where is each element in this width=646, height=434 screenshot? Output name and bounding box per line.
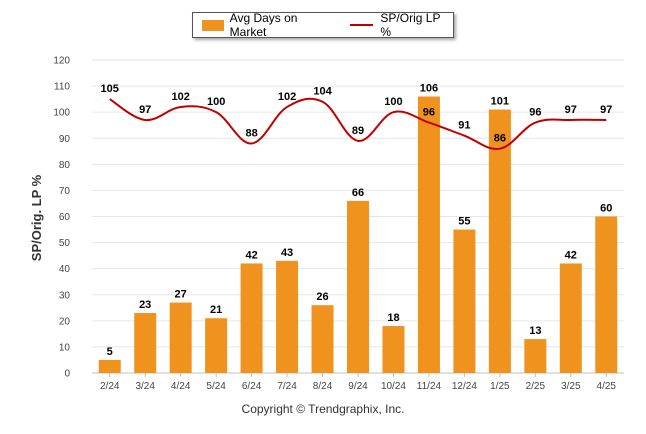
- bar-series: [98, 96, 618, 374]
- x-tick-label: 3/25: [561, 381, 581, 392]
- line-value-label: 97: [600, 104, 612, 116]
- line-value-label: 104: [313, 86, 332, 98]
- line-value-label: 105: [101, 83, 119, 95]
- y-tick-label: 90: [59, 134, 71, 145]
- bar-value-label: 5: [107, 346, 113, 358]
- copyright-text: Copyright © Trendgraphix, Inc.: [241, 402, 405, 416]
- y-tick-label: 110: [54, 82, 70, 93]
- bar-value-label: 26: [316, 291, 328, 303]
- x-tick-label: 11/24: [417, 381, 442, 392]
- y-axis-label: SP/Orig. LP %: [29, 174, 44, 261]
- line-value-label: 102: [278, 91, 296, 103]
- bar: [595, 216, 618, 373]
- bar: [417, 96, 440, 374]
- bar-value-label: 42: [245, 249, 257, 261]
- y-tick-label: 50: [59, 238, 71, 249]
- x-tick-label: 6/24: [242, 381, 262, 392]
- x-axis-ticks: 2/24 3/24 4/24 5/24 6/24 7/24 8/24 9/24 10/24 11/…: [100, 373, 616, 392]
- bar: [240, 263, 263, 373]
- x-tick-label: 10/24: [381, 381, 406, 392]
- y-tick-label: 0: [64, 369, 70, 380]
- legend-line-swatch: [349, 24, 374, 26]
- legend-item-days: Avg Days on Market: [193, 11, 336, 39]
- legend-label-days: Avg Days on Market: [229, 11, 298, 39]
- bar: [347, 200, 369, 373]
- bar: [205, 318, 228, 373]
- legend-label-splp: SP/Orig LP %: [380, 11, 441, 39]
- bar-value-label: 27: [175, 289, 187, 301]
- bar: [169, 302, 192, 373]
- bar-data-labels: 5 23 27 21 42 43 26 66 18 106 55 101 13 42 60: [107, 83, 613, 358]
- line-value-label: 97: [139, 104, 151, 116]
- x-tick-label: 9/24: [348, 381, 368, 392]
- line-path: [109, 97, 607, 150]
- bar: [488, 109, 511, 373]
- bar-value-label: 23: [139, 299, 151, 311]
- y-tick-label: 20: [59, 316, 71, 327]
- bar-value-label: 21: [210, 304, 222, 316]
- bar-value-label: 60: [600, 203, 612, 215]
- bar-value-label: 106: [420, 83, 438, 95]
- y-tick-label: 100: [53, 108, 70, 119]
- bar: [98, 359, 121, 373]
- x-tick-label: 4/25: [597, 381, 617, 392]
- bar: [559, 263, 582, 373]
- line-series: [109, 97, 607, 150]
- bar-value-label: 55: [458, 216, 470, 228]
- x-tick-label: 2/24: [100, 381, 120, 392]
- legend-item-splp: SP/Orig LP %: [336, 11, 453, 39]
- bar-value-label: 66: [352, 187, 364, 199]
- y-tick-label: 10: [59, 342, 71, 353]
- line-value-label: 89: [352, 125, 364, 137]
- bar: [453, 229, 476, 373]
- line-value-label: 100: [384, 96, 402, 108]
- bar: [382, 326, 405, 373]
- x-tick-label: 8/24: [313, 381, 333, 392]
- y-tick-label: 120: [53, 56, 70, 67]
- x-tick-label: 1/25: [490, 381, 510, 392]
- line-value-label: 88: [245, 127, 257, 139]
- bar: [276, 260, 299, 373]
- line-value-label: 102: [171, 91, 189, 103]
- bar: [134, 313, 157, 373]
- bar-value-label: 13: [529, 325, 541, 337]
- bar: [524, 339, 547, 373]
- line-value-label: 97: [565, 104, 577, 116]
- bar-value-label: 18: [387, 312, 399, 324]
- line-value-label: 91: [458, 120, 470, 132]
- y-axis-ticks: 0 10 20 30 40 50 60 70 80 90 100 110 120: [53, 56, 70, 380]
- y-tick-label: 30: [59, 290, 71, 301]
- y-tick-label: 80: [59, 160, 71, 171]
- bar-value-label: 42: [565, 249, 577, 261]
- line-value-label: 96: [423, 107, 435, 119]
- y-tick-label: 70: [59, 186, 71, 197]
- legend-bar-swatch: [202, 19, 224, 31]
- line-data-labels: 105 97 102 100 88 102 104 89 100 96 91 86 96 97 97: [101, 83, 613, 145]
- y-tick-label: 40: [59, 264, 71, 275]
- line-value-label: 100: [207, 96, 225, 108]
- line-value-label: 96: [529, 107, 541, 119]
- bar-value-label: 43: [281, 247, 293, 259]
- x-tick-label: 5/24: [206, 381, 226, 392]
- bar-value-label: 101: [491, 96, 509, 108]
- x-tick-label: 12/24: [452, 381, 477, 392]
- y-tick-label: 60: [59, 212, 71, 223]
- x-tick-label: 2/25: [526, 381, 546, 392]
- bar: [311, 305, 334, 373]
- legend: Avg Days on Market SP/Orig LP %: [192, 11, 454, 39]
- x-tick-label: 7/24: [277, 381, 297, 392]
- x-tick-label: 4/24: [171, 381, 191, 392]
- x-tick-label: 3/24: [135, 381, 155, 392]
- line-value-label: 86: [494, 133, 506, 145]
